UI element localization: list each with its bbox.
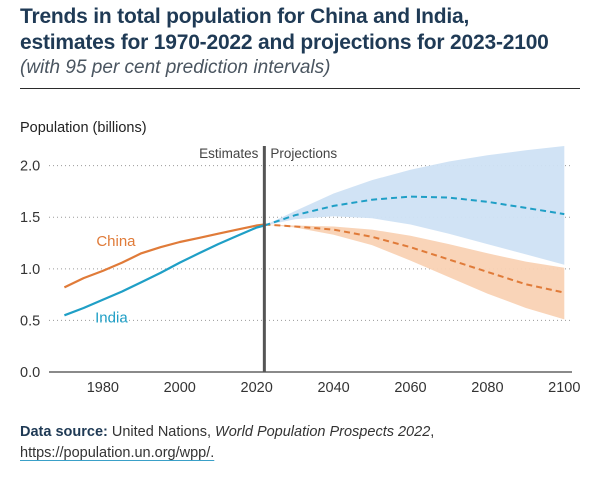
- data-source-link[interactable]: https://population.un.org/wpp/.: [20, 445, 215, 461]
- axis-tick-labels: 0.0 0.5 1.0 1.5 2.0 1980 2000 2020 2040 2060 2080 2…: [20, 159, 580, 396]
- y-axis-label: Population (billions): [20, 120, 147, 136]
- y-tick-label: 0.0: [20, 365, 40, 381]
- x-tick-label: 1980: [87, 380, 119, 396]
- population-chart: Population (billions) Estimates Projectio…: [20, 120, 580, 396]
- estimates-projections-divider: Estimates Projections: [199, 146, 337, 372]
- series-lines: [63, 195, 565, 317]
- y-tick-label: 1.5: [20, 210, 40, 226]
- chart-title-line-1: Trends in total population for China and…: [20, 5, 470, 28]
- series-labels: China India: [95, 233, 136, 326]
- data-source-note: Data source: United Nations, World Popul…: [20, 422, 585, 464]
- china-series-label: China: [96, 233, 136, 250]
- china-prediction-band: [264, 224, 565, 320]
- india-projection-line: [264, 195, 565, 227]
- x-tick-label: 2040: [317, 380, 349, 396]
- projections-label: Projections: [270, 146, 337, 161]
- x-tick-label: 2020: [241, 380, 273, 396]
- x-tick-label: 2100: [548, 380, 580, 396]
- data-source-org: United Nations,: [111, 424, 212, 440]
- data-source-separator: ,: [430, 424, 435, 440]
- prediction-interval-bands: [264, 146, 565, 320]
- x-tick-label: 2060: [394, 380, 426, 396]
- y-tick-label: 2.0: [20, 159, 40, 175]
- chart-title-line-2: estimates for 1970-2022 and projections …: [20, 31, 549, 54]
- x-tick-label: 2080: [471, 380, 503, 396]
- data-source-publication: World Population Prospects 2022: [215, 424, 431, 440]
- chart-subtitle: (with 95 per cent prediction intervals): [20, 57, 331, 78]
- india-series-label: India: [95, 309, 128, 326]
- title-divider-rule: [20, 88, 580, 89]
- y-tick-label: 0.5: [20, 313, 40, 329]
- estimates-label: Estimates: [199, 146, 259, 161]
- china-projection-line: [264, 223, 565, 294]
- grid-lines: [49, 165, 572, 373]
- china-estimate-line: [63, 223, 265, 289]
- data-source-label: Data source:: [20, 424, 108, 440]
- india-prediction-band: [264, 146, 565, 265]
- chart-title-block: Trends in total population for China and…: [20, 4, 590, 80]
- y-tick-label: 1.0: [20, 262, 40, 278]
- india-estimate-line: [64, 224, 265, 317]
- x-tick-label: 2000: [164, 380, 196, 396]
